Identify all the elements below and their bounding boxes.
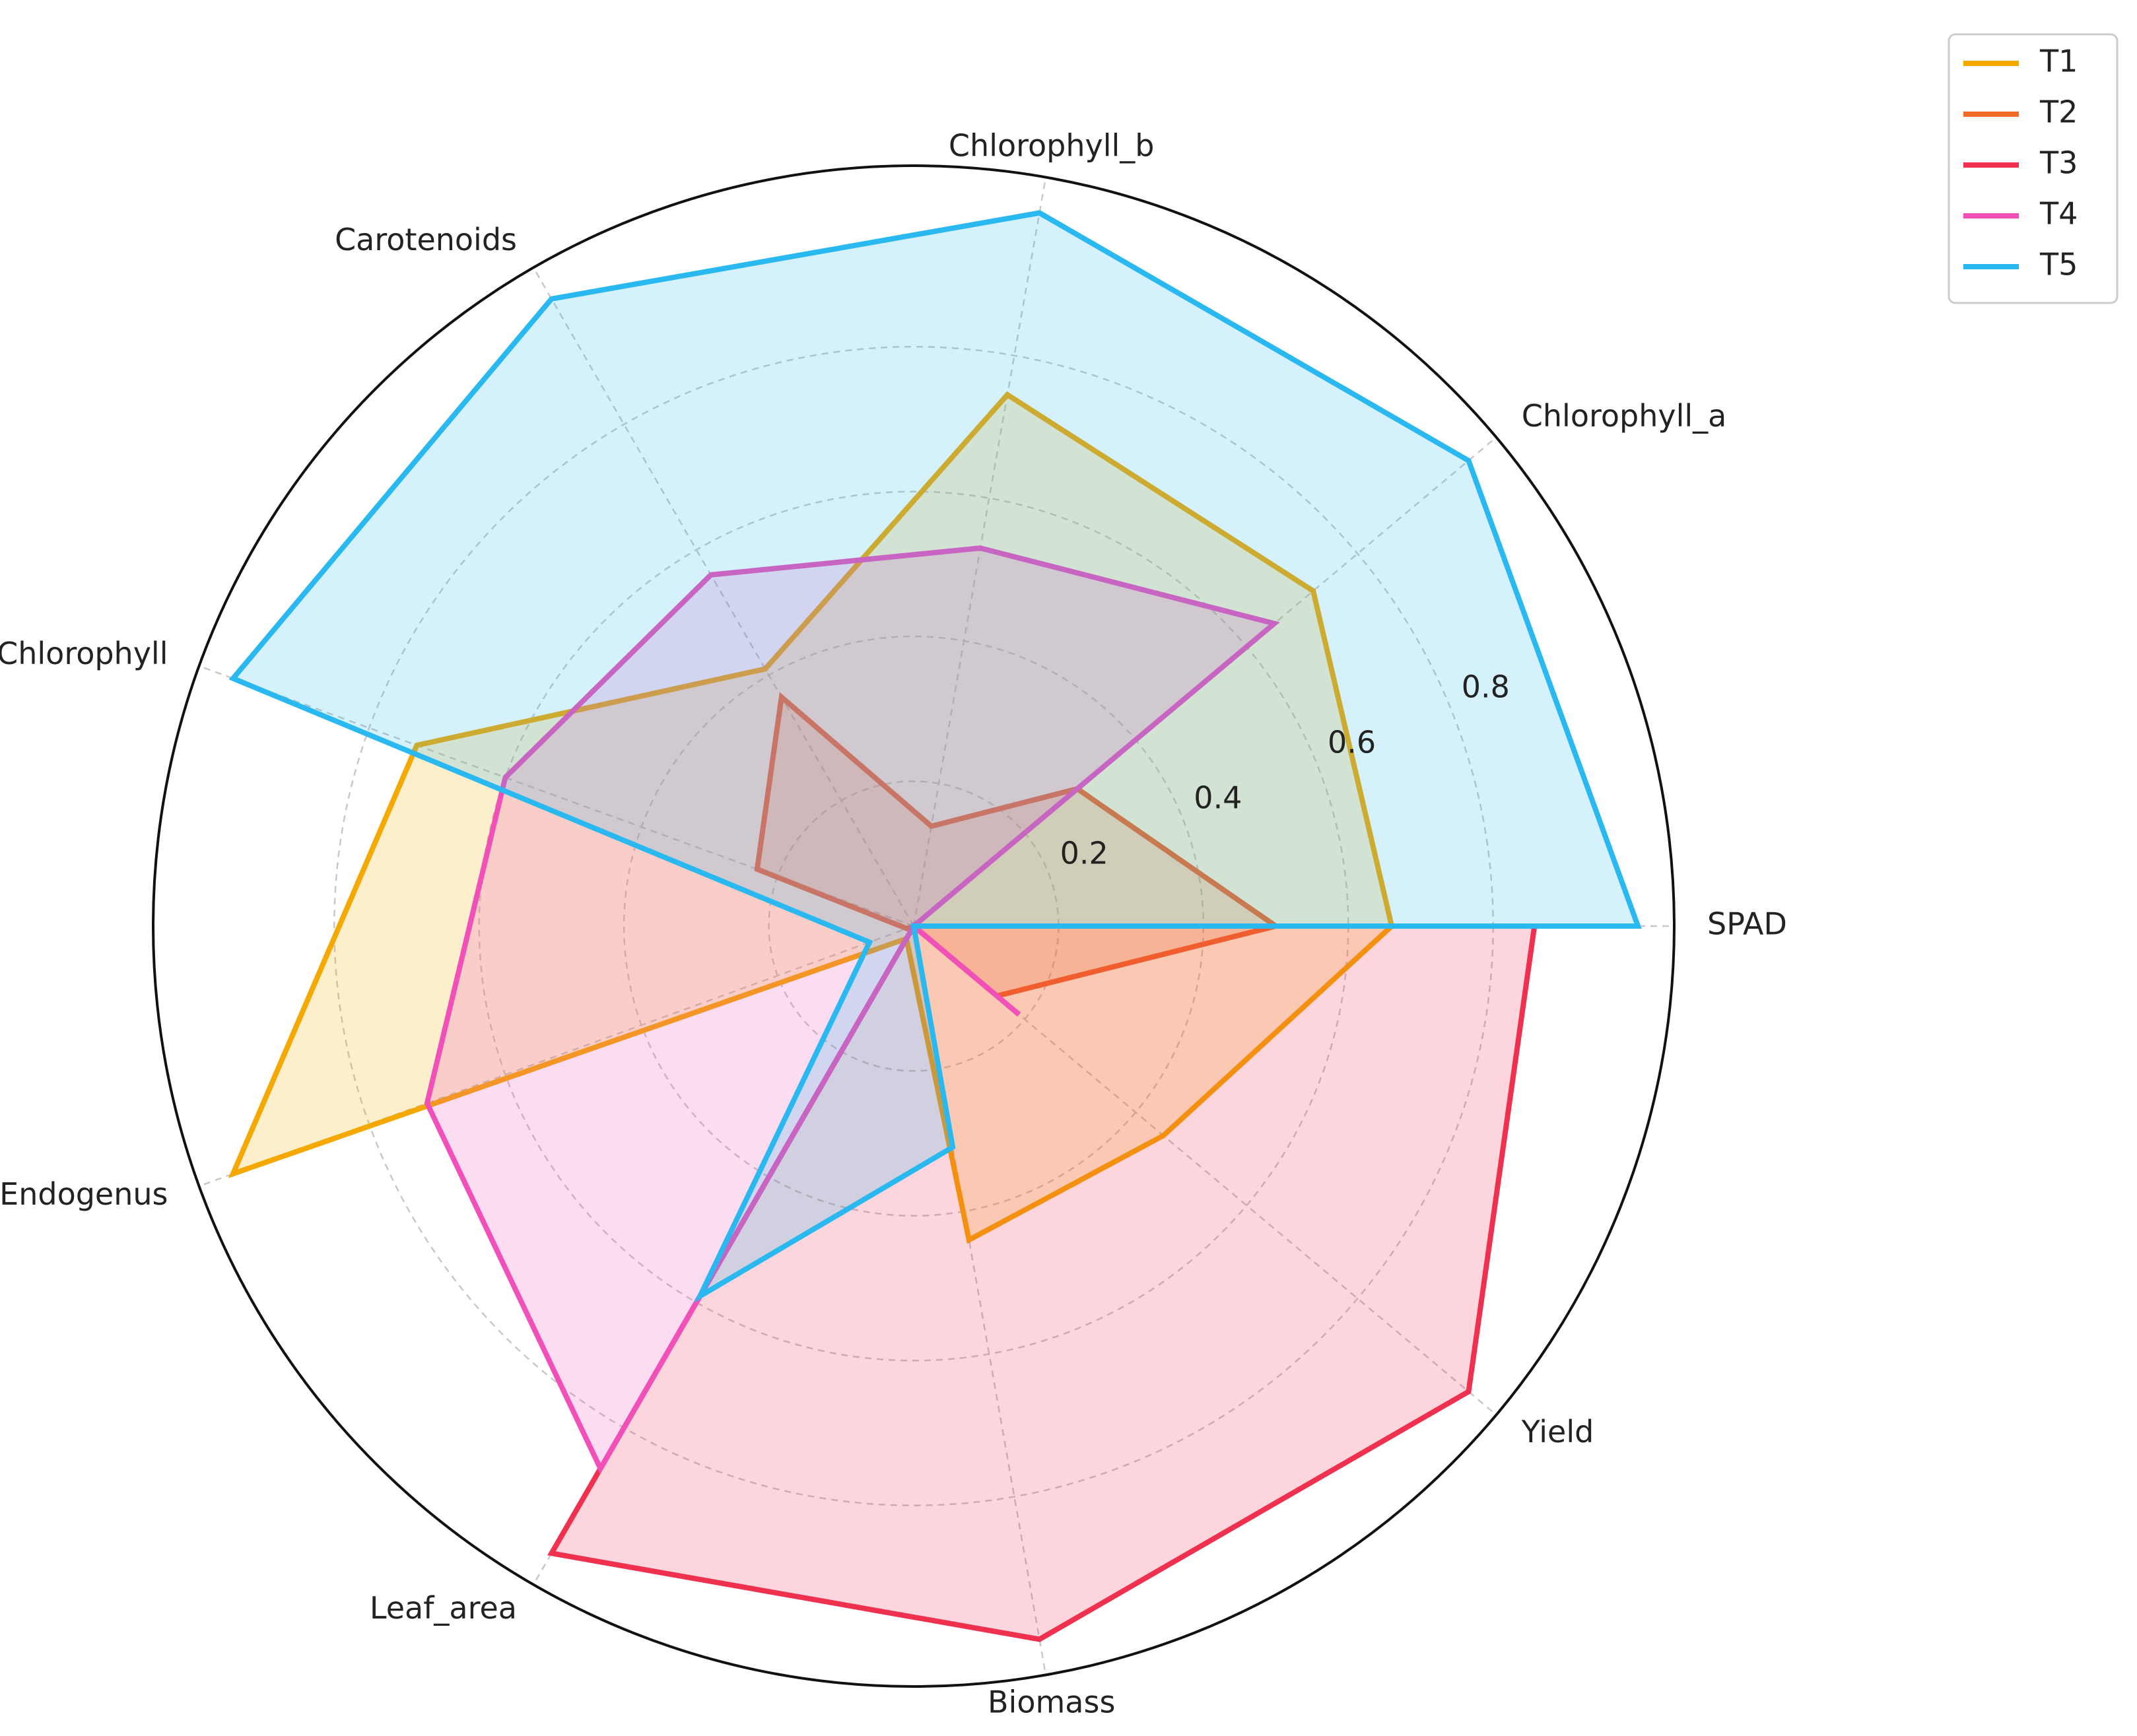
legend-label: T1 — [2039, 44, 2078, 79]
r-tick-label: 0.8 — [1462, 669, 1510, 705]
r-tick-label: 0.6 — [1328, 725, 1376, 760]
series-area — [424, 545, 1280, 1475]
legend-label: T4 — [2039, 196, 2078, 232]
category-label: NR_Endogenus — [0, 1176, 168, 1212]
spoke — [532, 267, 915, 927]
spoke — [912, 925, 1047, 1675]
category-label: Biomass — [988, 1684, 1115, 1719]
legend-label: T2 — [2039, 94, 2078, 130]
spoke — [199, 665, 914, 927]
category-label: Carotenoids — [335, 222, 517, 257]
category-label: Chlorophyll_a — [1522, 398, 1727, 434]
r-tick-label: 0.2 — [1060, 836, 1108, 871]
category-label: Total_Chlorophyll — [0, 636, 168, 671]
legend: T1 T2 T3 T4 T5 — [1948, 33, 2119, 304]
category-label: Leaf_area — [370, 1590, 517, 1626]
spoke — [912, 177, 1047, 927]
category-label: SPAD — [1707, 906, 1787, 942]
spoke — [913, 925, 1497, 1416]
outer-circle — [152, 164, 1676, 1688]
series-area — [228, 210, 1642, 1303]
r-tick-label: 0.4 — [1194, 780, 1242, 816]
legend-label: T3 — [2039, 145, 2078, 181]
legend-box — [1948, 33, 2119, 304]
category-label: Yield — [1521, 1414, 1594, 1450]
category-label: Chlorophyll_b — [949, 128, 1155, 164]
series-area — [228, 391, 1395, 1244]
legend-label: T5 — [2039, 247, 2078, 283]
